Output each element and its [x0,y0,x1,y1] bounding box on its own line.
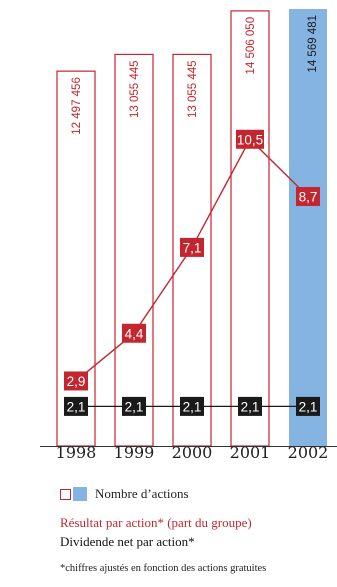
x-tick-label-1998: 1998 [56,443,97,460]
dividend-2001-label: 2,1 [241,399,260,414]
legend-dividend-label: Dividende net par action* [60,534,195,549]
eps-2001-label: 10,5 [237,132,263,147]
dividend-2000-box [180,396,204,416]
legend-shares-label: Nombre d’actions [95,486,189,501]
x-tick-label-2001: 2001 [230,443,271,460]
bar-1999 [114,53,154,447]
bar-value-label-2000: 13 055 445 [187,60,199,118]
bar-value-label-1999: 13 055 445 [129,60,141,118]
bar-value-label-2002: 14 569 481 [307,15,319,73]
footnote: *chiffres ajustés en fonction des action… [60,563,267,574]
bar-2002 [289,9,327,446]
eps-1999-box [122,323,146,343]
bar-value-label-1998: 12 497 456 [71,77,83,135]
dividend-1998-label: 2,1 [67,399,86,414]
dividend-1999-label: 2,1 [125,399,144,414]
eps-2002-label: 8,7 [299,190,318,205]
eps-1998-box [64,371,88,391]
eps-1998-label: 2,9 [67,374,86,389]
x-tick-label-2002: 2002 [288,443,329,460]
dividend-1999-box [122,396,146,416]
bar-2001 [230,10,270,447]
dividend-2002-box [296,396,320,416]
eps-1999-label: 4,4 [125,326,144,341]
dividend-1998-box [64,396,88,416]
eps-2000-label: 7,1 [183,240,202,255]
eps-2001-box [236,129,264,149]
legend-shares: Nombre d’actions [60,486,189,502]
legend-swatch-outline [60,488,71,500]
dividend-2000-label: 2,1 [183,399,202,414]
eps-2002-box [296,187,320,207]
chart: 12 497 456 13 055 445 13 055 445 14 506 050… [40,9,337,460]
dividend-2002-label: 2,1 [299,399,318,414]
bar-value-label-2001: 14 506 050 [245,17,257,75]
x-tick-label-1999: 1999 [114,443,155,460]
legend-swatch-filled [73,487,87,501]
dividend-2001-box [238,396,262,416]
legend-eps-label: Résultat par action* (part du groupe) [60,515,252,530]
x-tick-label-2000: 2000 [172,443,213,460]
eps-2000-box [180,237,204,257]
